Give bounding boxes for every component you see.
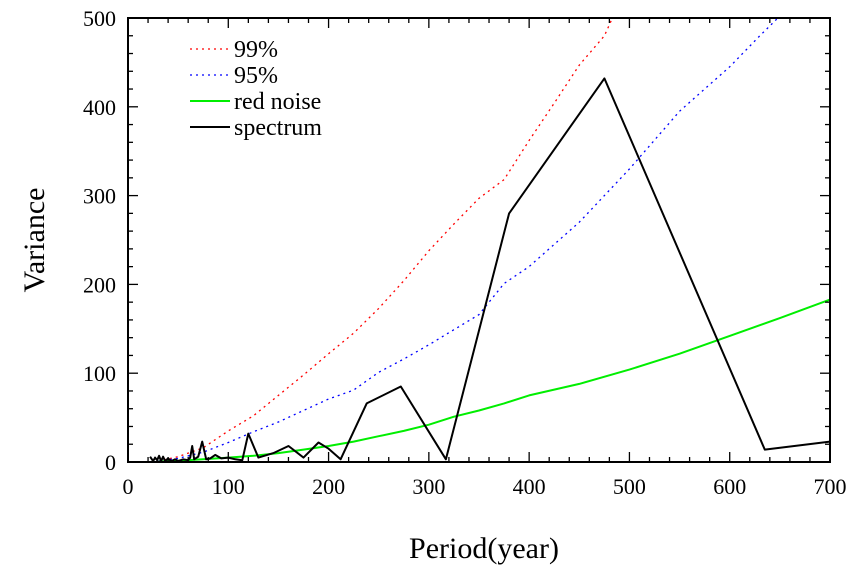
y-tick-label: 400: [83, 95, 116, 120]
series-line-red-noise: [158, 298, 830, 462]
series-layer: [149, 18, 830, 462]
x-tick-label: 0: [123, 474, 134, 499]
x-tick-label: 500: [613, 474, 646, 499]
legend-label-spectrum: spectrum: [234, 115, 322, 141]
tick-layer: [127, 17, 831, 463]
x-axis-title: Period(year): [409, 532, 559, 565]
y-tick-label: 200: [83, 272, 116, 297]
legend-label-99: 99%: [234, 37, 278, 63]
x-tick-label: 700: [814, 474, 847, 499]
series-line-95: [158, 18, 779, 462]
plot-frame: [127, 17, 831, 463]
y-tick-label: 500: [83, 6, 116, 31]
x-tick-label: 600: [713, 474, 746, 499]
tick-label-layer: 0 100 200 300 400 500 600 700 0 100 200 300 400 500: [83, 6, 847, 499]
y-tick-label: 300: [83, 184, 116, 209]
legend-label-red-noise: red noise: [234, 89, 321, 115]
legend-label-95: 95%: [234, 63, 278, 89]
plot-clip-group: [149, 18, 830, 462]
y-tick-label: 0: [105, 450, 116, 475]
x-tick-label: 300: [412, 474, 445, 499]
y-tick-label: 100: [83, 361, 116, 386]
series-line-spectrum: [149, 77, 830, 462]
y-axis-title: Variance: [18, 188, 51, 293]
x-tick-label: 400: [513, 474, 546, 499]
x-tick-label: 100: [212, 474, 245, 499]
x-tick-label: 200: [312, 474, 345, 499]
series-line-99: [157, 18, 613, 462]
